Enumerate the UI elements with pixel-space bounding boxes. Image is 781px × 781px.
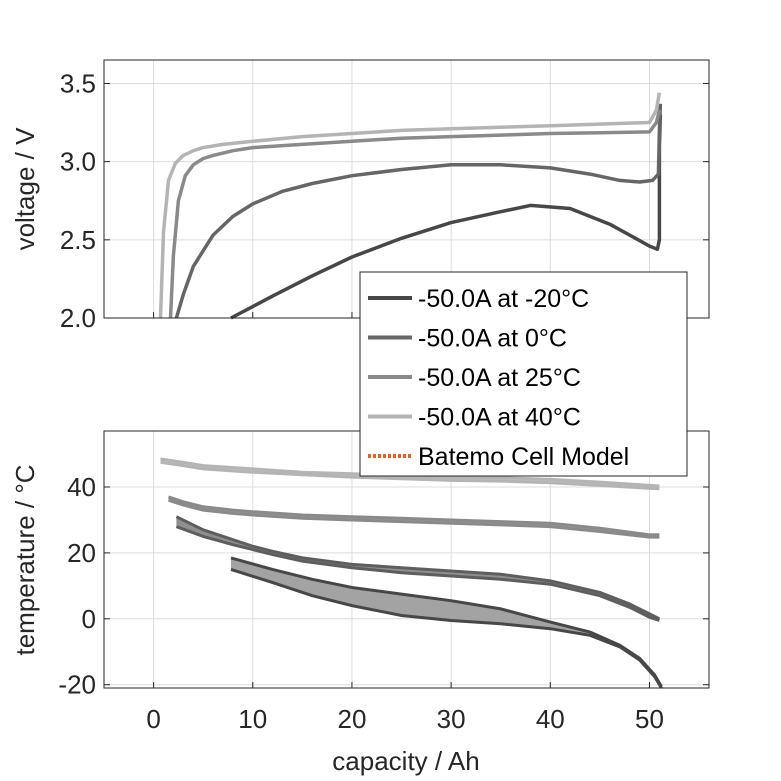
voltage-series-line-0 [230, 114, 663, 320]
voltage-series-line-1 [174, 103, 663, 319]
voltage-y-tick-label-3: 3.5 [60, 68, 96, 98]
temperature-band-lower-2 [168, 498, 660, 539]
voltage-series-line-3 [158, 92, 662, 319]
voltage-y-tick-label-0: 2.0 [60, 303, 96, 333]
temperature-y-axis-label: temperature / °C [10, 464, 40, 655]
temperature-band-upper-2 [168, 495, 660, 537]
x-axis-label: capacity / Ah [332, 746, 479, 776]
temperature-band-lower-1 [175, 525, 660, 622]
x-tick-label-2: 20 [337, 704, 366, 734]
temperature-band-lower-3 [160, 460, 660, 491]
voltage-series-group [158, 92, 663, 320]
legend-entries: -50.0A at -20°C -50.0A at 0°C -50.0A at 25… [368, 285, 629, 471]
voltage-y-tick-label-2: 3.0 [60, 147, 96, 177]
temperature-band-lower-0 [230, 567, 663, 689]
x-tick-label-0: 0 [146, 704, 160, 734]
legend-label-3: -50.0A at 40°C [418, 404, 581, 432]
temperature-x-ticks: 0 10 20 30 40 50 [146, 312, 664, 734]
temperature-y-tick-label-3: 40 [67, 472, 96, 502]
x-tick-label-4: 40 [536, 704, 565, 734]
legend-label-0: -50.0A at -20°C [418, 285, 589, 313]
x-tick-label-5: 50 [635, 704, 664, 734]
temperature-y-ticks: -20 0 20 40 [58, 472, 709, 700]
voltage-y-tick-label-1: 2.5 [60, 225, 96, 255]
legend-label-2: -50.0A at 25°C [418, 364, 581, 392]
temperature-y-tick-label-2: 20 [67, 538, 96, 568]
legend-label-4: Batemo Cell Model [418, 443, 629, 471]
temperature-y-tick-label-1: 0 [82, 604, 96, 634]
voltage-y-ticks: 2.0 2.5 3.0 3.5 [60, 68, 709, 333]
x-tick-label-1: 10 [238, 704, 267, 734]
voltage-y-axis-label: voltage / V [10, 127, 40, 251]
temperature-band-fill-0 [231, 557, 662, 688]
x-tick-label-3: 30 [437, 704, 466, 734]
legend-label-1: -50.0A at 0°C [418, 325, 567, 353]
temperature-bands-group [160, 457, 663, 689]
legend-box [359, 271, 688, 477]
temperature-band-upper-1 [175, 515, 661, 621]
legend: -50.0A at -20°C -50.0A at 0°C -50.0A at 25… [359, 271, 688, 477]
temperature-y-tick-label-0: -20 [58, 670, 96, 700]
voltage-series-line-2 [168, 109, 662, 319]
